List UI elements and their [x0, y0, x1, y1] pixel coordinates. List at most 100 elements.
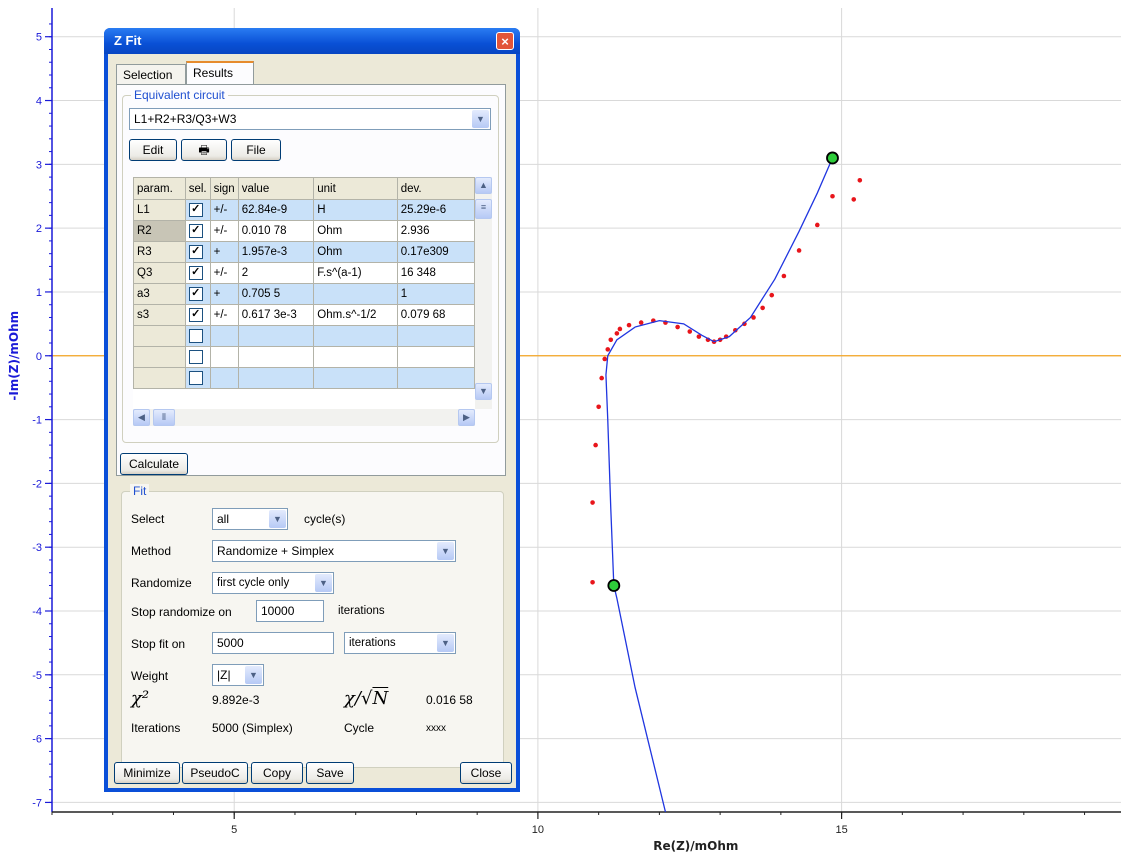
table-row[interactable] [133, 346, 476, 368]
value-cell[interactable]: 0.705 5 [237, 283, 315, 305]
check-icon[interactable]: ✓ [188, 245, 203, 259]
cycle-select[interactable]: all ▼ [212, 508, 288, 530]
method-select[interactable]: Randomize + Simplex ▼ [212, 540, 456, 562]
check-icon[interactable]: ✓ [188, 287, 203, 301]
grid-vertical-scrollbar[interactable]: ▲ ≡ ▼ [475, 177, 492, 409]
param-cell: L1 [133, 199, 186, 221]
save-button[interactable]: Save [306, 762, 354, 784]
fit-curve [605, 157, 834, 813]
check-icon[interactable]: ✓ [188, 308, 203, 322]
sign-cell[interactable]: +/- [209, 199, 239, 221]
chevron-down-icon[interactable]: ▼ [437, 542, 454, 560]
value-cell[interactable]: 62.84e-9 [237, 199, 315, 221]
data-point [796, 248, 802, 253]
stop-randomize-input[interactable]: 10000 [256, 600, 324, 622]
calculate-button[interactable]: Calculate [120, 453, 188, 475]
scroll-left-icon[interactable]: ◀ [133, 409, 150, 426]
chevron-down-icon[interactable]: ▼ [269, 510, 286, 528]
table-row[interactable]: s3 ✓ +/- 0.617 3e-3 Ohm.s^-1/2 0.079 68 [133, 304, 476, 326]
chevron-down-icon[interactable]: ▼ [472, 110, 489, 128]
sel-cell[interactable] [184, 325, 211, 347]
sel-cell[interactable] [184, 367, 211, 389]
table-row[interactable]: a3 ✓ + 0.705 5 1 [133, 283, 476, 305]
sel-cell[interactable]: ✓ [184, 304, 211, 326]
sel-cell[interactable] [184, 346, 211, 368]
y-tick-label: 4 [36, 96, 42, 108]
table-row[interactable] [133, 325, 476, 347]
file-button[interactable]: File [231, 139, 281, 161]
copy-button[interactable]: Copy [251, 762, 303, 784]
table-row[interactable]: R2 ✓ +/- 0.010 78 Ohm 2.936 [133, 220, 476, 242]
chevron-down-icon[interactable]: ▼ [437, 634, 454, 652]
check-icon[interactable]: ✓ [188, 224, 203, 238]
scroll-up-icon[interactable]: ▲ [475, 177, 492, 194]
data-point [675, 324, 680, 330]
sign-cell[interactable]: +/- [209, 304, 239, 326]
tab-selection[interactable]: Selection [116, 64, 186, 84]
select-label: Select [131, 512, 165, 526]
data-point [769, 292, 775, 298]
method-value: Randomize + Simplex [217, 544, 335, 558]
randomize-select[interactable]: first cycle only ▼ [212, 572, 334, 594]
minimize-button[interactable]: Minimize [114, 762, 180, 784]
stop-randomize-unit: iterations [338, 605, 385, 617]
edit-button[interactable]: Edit [129, 139, 177, 161]
sign-cell[interactable]: + [209, 241, 239, 263]
dialog-close-button[interactable]: Close [460, 762, 512, 784]
scroll-thumb[interactable]: ⦀ [153, 409, 175, 426]
table-row[interactable] [133, 367, 476, 389]
chevron-down-icon[interactable]: ▼ [245, 666, 262, 684]
sel-cell[interactable]: ✓ [184, 199, 211, 221]
scroll-right-icon[interactable]: ▶ [458, 409, 475, 426]
tab-results[interactable]: Results [186, 61, 254, 85]
print-icon: 🖶 [198, 143, 210, 157]
sign-cell[interactable]: +/- [209, 220, 239, 242]
grid-horizontal-scrollbar[interactable]: ◀ ⦀ ▶ [133, 409, 475, 426]
sel-cell[interactable]: ✓ [184, 220, 211, 242]
fit-range-marker[interactable] [826, 151, 839, 165]
check-icon[interactable]: ✓ [188, 266, 203, 280]
data-point [781, 273, 787, 279]
value-cell[interactable]: 1.957e-3 [237, 241, 315, 263]
scroll-thumb[interactable]: ≡ [475, 199, 492, 219]
randomize-label: Randomize [131, 576, 192, 590]
pseudoc-button[interactable]: PseudoC [182, 762, 248, 784]
print-button[interactable]: 🖶 [181, 139, 227, 161]
close-icon[interactable]: × [496, 32, 514, 50]
stop-fit-unit-select[interactable]: iterations ▼ [344, 632, 456, 654]
dialog-titlebar[interactable]: Z Fit × [104, 28, 520, 54]
chevron-down-icon[interactable]: ▼ [315, 574, 332, 592]
checkbox-empty-icon[interactable] [188, 371, 203, 385]
sel-cell[interactable]: ✓ [184, 262, 211, 284]
weight-select[interactable]: |Z| ▼ [212, 664, 264, 686]
param-cell: R3 [133, 241, 186, 263]
value-cell[interactable]: 0.010 78 [237, 220, 315, 242]
check-icon[interactable]: ✓ [188, 203, 203, 217]
data-point [590, 579, 595, 585]
x-axis-label: Re(Z)/mOhm [653, 839, 738, 853]
sel-cell[interactable]: ✓ [184, 283, 211, 305]
table-row[interactable]: Q3 ✓ +/- 2 F.s^(a-1) 16 348 [133, 262, 476, 284]
fit-range-marker[interactable] [607, 579, 621, 592]
sel-cell[interactable]: ✓ [184, 241, 211, 263]
sign-cell[interactable]: +/- [209, 262, 239, 284]
scroll-down-icon[interactable]: ▼ [475, 383, 492, 400]
table-row[interactable]: R3 ✓ + 1.957e-3 Ohm 0.17e309 [133, 241, 476, 263]
results-pane: Equivalent circuit L1+R2+R3/Q3+W3 ▼ Edit… [116, 84, 506, 476]
checkbox-empty-icon[interactable] [188, 350, 203, 364]
sign-cell[interactable]: + [209, 283, 239, 305]
stop-fit-unit-value: iterations [349, 637, 396, 649]
stop-randomize-label: Stop randomize on [131, 605, 232, 619]
table-row[interactable]: L1 ✓ +/- 62.84e-9 H 25.29e-6 [133, 199, 476, 221]
stop-fit-input[interactable]: 5000 [212, 632, 334, 654]
checkbox-empty-icon[interactable] [188, 329, 203, 343]
fit-group: Fit Select all ▼ cycle(s) Method Randomi… [121, 484, 504, 768]
circuit-select[interactable]: L1+R2+R3/Q3+W3 ▼ [129, 108, 491, 130]
parameter-grid[interactable]: param. sel. sign value unit dev. L1 ✓ +/… [133, 177, 476, 409]
param-cell: Q3 [133, 262, 186, 284]
iterations-label: Iterations [131, 721, 181, 735]
value-cell[interactable]: 2 [237, 262, 315, 284]
value-cell[interactable]: 0.617 3e-3 [237, 304, 315, 326]
grid-header-row: param. sel. sign value unit dev. [133, 177, 476, 200]
data-point [696, 334, 702, 339]
